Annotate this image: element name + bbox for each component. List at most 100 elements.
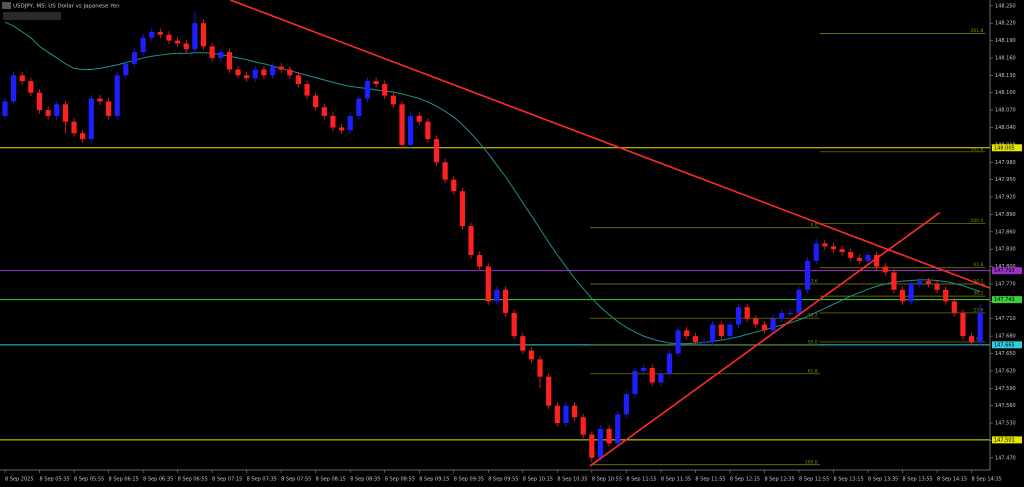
candle-body bbox=[701, 341, 707, 343]
candle-body bbox=[390, 95, 396, 105]
candle-body bbox=[641, 368, 647, 371]
candle-body bbox=[606, 428, 612, 444]
x-tick-label: 8 Sep 05:35 bbox=[40, 477, 70, 483]
candle-body bbox=[822, 243, 828, 247]
candle-body bbox=[347, 115, 353, 131]
candle-body bbox=[710, 324, 716, 342]
x-tick-label: 8 Sep 06:55 bbox=[178, 477, 208, 483]
y-tick-label: 147.770 bbox=[995, 281, 1016, 287]
candle-body bbox=[761, 324, 768, 331]
candle-body bbox=[114, 75, 120, 116]
candle-body bbox=[589, 434, 595, 458]
candle-body bbox=[494, 289, 500, 302]
x-tick-label: 8 Sep 12:55 bbox=[799, 477, 829, 483]
y-tick-label: 147.470 bbox=[995, 455, 1016, 461]
x-tick-label: 8 Sep 14:35 bbox=[972, 477, 1002, 483]
candle-body bbox=[830, 246, 837, 250]
candle-body bbox=[511, 312, 517, 337]
y-tick-label: 148.070 bbox=[995, 108, 1016, 114]
candle-body bbox=[313, 95, 319, 108]
candle-body bbox=[338, 127, 345, 131]
x-tick-label: 8 Sep 2025 bbox=[5, 477, 34, 483]
fib-label: 61.8 bbox=[808, 368, 818, 374]
candle-body bbox=[485, 266, 491, 302]
y-tick-label: 148.190 bbox=[995, 38, 1016, 44]
candle-body bbox=[675, 330, 681, 354]
info-box bbox=[3, 12, 61, 20]
x-tick-label: 8 Sep 05:55 bbox=[74, 477, 104, 483]
y-tick-label: 147.830 bbox=[995, 247, 1016, 253]
candle-body bbox=[131, 52, 138, 64]
y-tick-label: 148.250 bbox=[995, 3, 1016, 9]
level-label: 147.665 bbox=[994, 342, 1015, 348]
candle-body bbox=[373, 81, 379, 85]
candle-body bbox=[571, 405, 578, 418]
candle-body bbox=[183, 43, 189, 50]
candle-body bbox=[908, 283, 914, 302]
candle-body bbox=[330, 115, 336, 128]
y-tick-label: 148.130 bbox=[995, 73, 1016, 79]
candle-body bbox=[200, 23, 207, 47]
candle-body bbox=[727, 324, 733, 337]
chart-title: USDJPY, M5: US Dollar vs Japanese Yen bbox=[13, 4, 120, 10]
candle-body bbox=[2, 101, 8, 116]
candle-body bbox=[804, 260, 811, 290]
candle-body bbox=[882, 266, 888, 273]
x-tick-label: 8 Sep 09:15 bbox=[419, 477, 449, 483]
y-tick-label: 148.040 bbox=[995, 125, 1016, 131]
candle-body bbox=[718, 324, 724, 337]
candle-body bbox=[666, 353, 673, 374]
candle-body bbox=[36, 92, 43, 111]
candle-body bbox=[408, 115, 414, 145]
candle-body bbox=[261, 69, 267, 76]
candle-body bbox=[649, 368, 655, 383]
candle-body bbox=[175, 40, 181, 44]
x-tick-label: 8 Sep 07:55 bbox=[281, 477, 311, 483]
level-label: 147.501 bbox=[994, 437, 1015, 443]
candle-body bbox=[97, 98, 103, 102]
level-label: 148.005 bbox=[994, 145, 1015, 151]
x-tick-label: 8 Sep 11:15 bbox=[626, 477, 656, 483]
y-tick-label: 148.160 bbox=[995, 55, 1016, 61]
candle-body bbox=[770, 318, 776, 331]
x-tick-label: 8 Sep 08:55 bbox=[385, 477, 415, 483]
fib-label: 38.2 bbox=[973, 291, 983, 297]
candle-body bbox=[304, 84, 310, 96]
candle-body bbox=[951, 301, 957, 313]
trendline bbox=[229, 0, 990, 289]
candle-body bbox=[192, 23, 198, 50]
x-tick-label: 8 Sep 07:35 bbox=[247, 477, 277, 483]
candle-body bbox=[468, 226, 474, 255]
level-label-box bbox=[992, 436, 1022, 444]
y-tick-label: 147.860 bbox=[995, 229, 1016, 235]
candle-body bbox=[520, 336, 526, 351]
x-tick-label: 8 Sep 09:55 bbox=[488, 477, 518, 483]
x-tick-label: 8 Sep 11:35 bbox=[661, 477, 691, 483]
candle-body bbox=[813, 243, 819, 261]
x-tick-label: 8 Sep 08:15 bbox=[316, 477, 346, 483]
candle-body bbox=[399, 104, 405, 145]
candle-body bbox=[166, 34, 172, 41]
y-tick-label: 147.530 bbox=[995, 421, 1016, 427]
candle-body bbox=[123, 63, 129, 76]
candle-body bbox=[287, 69, 293, 76]
candle-body bbox=[45, 110, 51, 116]
candle-body bbox=[796, 289, 802, 313]
candle-body bbox=[459, 191, 465, 227]
candle-body bbox=[744, 307, 750, 319]
candle-body bbox=[80, 133, 86, 140]
y-tick-label: 147.590 bbox=[995, 386, 1016, 392]
candle-body bbox=[891, 272, 897, 290]
x-tick-label: 8 Sep 13:55 bbox=[903, 477, 933, 483]
candle-body bbox=[416, 115, 422, 122]
x-tick-label: 8 Sep 12:35 bbox=[764, 477, 794, 483]
candle-body bbox=[425, 121, 431, 140]
candle-body bbox=[580, 417, 586, 435]
candle-body bbox=[244, 75, 250, 79]
trendline bbox=[589, 212, 941, 467]
x-tick-label: 8 Sep 10:55 bbox=[592, 477, 622, 483]
candle-body bbox=[364, 81, 371, 99]
candle-body bbox=[105, 101, 112, 116]
y-tick-label: 147.710 bbox=[995, 316, 1016, 322]
